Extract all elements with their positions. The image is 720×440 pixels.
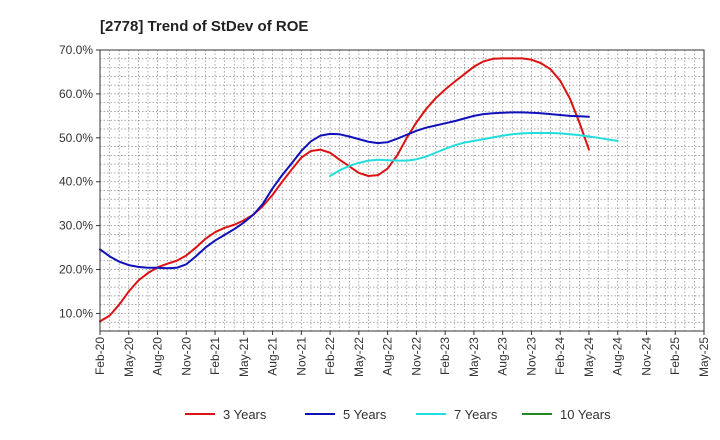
x-tick-label: Aug-22 [381,337,395,376]
y-tick-label: 70.0% [59,43,93,57]
grid-lines [100,50,704,331]
legend-label-1: 3 Years [223,407,267,422]
y-axis: 10.0% 20.0% 30.0% 40.0% 50.0% 60.0% 70.0% [59,43,100,320]
y-tick-label: 30.0% [59,219,93,233]
x-axis: Feb-20 May-20 Aug-20 Nov-20 Feb-21 May-21 Aug-… [93,331,711,377]
x-tick-label: Nov-24 [639,337,653,376]
x-tick-label: May-21 [237,337,251,377]
y-tick-label: 20.0% [59,263,93,277]
x-tick-label: Aug-21 [266,337,280,376]
x-tick-label: May-24 [582,337,596,377]
plot-border [99,49,705,332]
x-tick-label: Nov-23 [524,337,538,376]
series-line-2 [99,111,590,270]
series-lines [99,57,619,323]
y-tick-label: 50.0% [59,131,93,145]
chart-title: [2778] Trend of StDev of ROE [100,18,308,35]
y-tick-label: 60.0% [59,87,93,101]
x-tick-label: May-20 [122,337,136,377]
legend-label-4: 10 Years [560,407,611,422]
x-tick-label: May-25 [697,337,711,377]
x-tick-label: May-22 [352,337,366,377]
x-tick-label: Feb-25 [668,337,682,375]
x-tick-label: Feb-20 [93,337,107,375]
x-tick-label: Feb-22 [323,337,337,375]
x-tick-label: Aug-23 [496,337,510,376]
legend-label-2: 5 Years [343,407,387,422]
x-tick-label: Feb-24 [553,337,567,375]
x-tick-label: Nov-22 [409,337,423,376]
legend-label-3: 7 Years [454,407,498,422]
series-line-1 [99,57,590,323]
series-line-3 [329,131,619,178]
y-tick-label: 10.0% [59,306,93,320]
x-tick-label: Nov-21 [294,337,308,376]
x-tick-label: Feb-23 [438,337,452,375]
x-tick-label: Aug-24 [611,337,625,376]
x-tick-label: May-23 [467,337,481,377]
x-tick-label: Feb-21 [208,337,222,375]
x-tick-label: Nov-20 [179,337,193,376]
x-tick-label: Aug-20 [151,337,165,376]
y-tick-label: 40.0% [59,175,93,189]
legend: 3 Years 5 Years 7 Years 10 Years [185,407,611,422]
